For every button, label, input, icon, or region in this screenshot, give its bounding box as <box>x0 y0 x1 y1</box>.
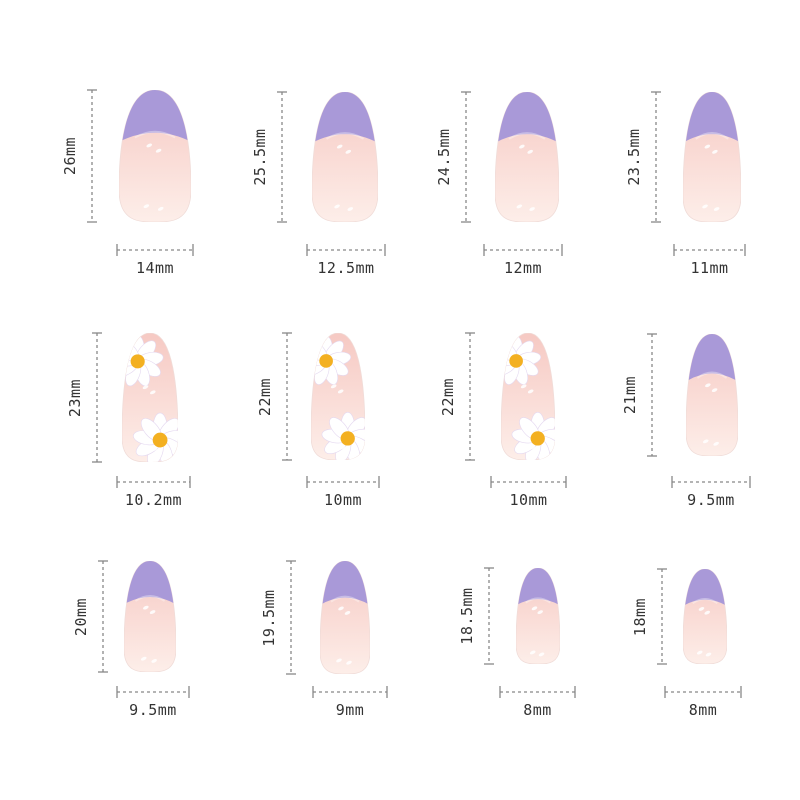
width-label: 12mm <box>503 259 543 277</box>
nail-image <box>320 561 370 674</box>
french-tip <box>119 90 191 143</box>
nail-image <box>501 333 555 460</box>
width-label: 8mm <box>688 701 718 719</box>
nail-image <box>516 568 560 664</box>
width-label: 11mm <box>690 259 729 277</box>
daisy-flower <box>321 411 365 460</box>
french-tip <box>124 561 176 606</box>
nail-image <box>686 334 738 456</box>
nail-image <box>122 333 178 462</box>
french-tip <box>683 92 741 144</box>
width-label: 10.2mm <box>124 491 183 509</box>
nail-image <box>495 92 559 222</box>
width-label: 10mm <box>323 491 363 509</box>
nail-image <box>683 92 741 222</box>
width-label: 12.5mm <box>317 259 375 277</box>
nail-image <box>124 561 176 672</box>
nail-image <box>119 90 191 222</box>
length-label: 18mm <box>631 597 649 636</box>
nail-image <box>312 92 378 222</box>
width-label: 14mm <box>135 259 175 277</box>
french-tip <box>495 92 559 144</box>
width-label: 10mm <box>509 491 548 509</box>
french-tip <box>686 334 738 383</box>
daisy-flower <box>133 412 178 462</box>
daisy-flower <box>511 411 555 460</box>
french-tip <box>312 92 378 144</box>
width-label: 9.5mm <box>687 491 735 509</box>
width-label: 8mm <box>523 701 552 719</box>
nail-image <box>683 569 727 664</box>
width-label: 9mm <box>335 701 365 719</box>
nail-image <box>311 333 365 460</box>
width-label: 9.5mm <box>129 701 177 719</box>
